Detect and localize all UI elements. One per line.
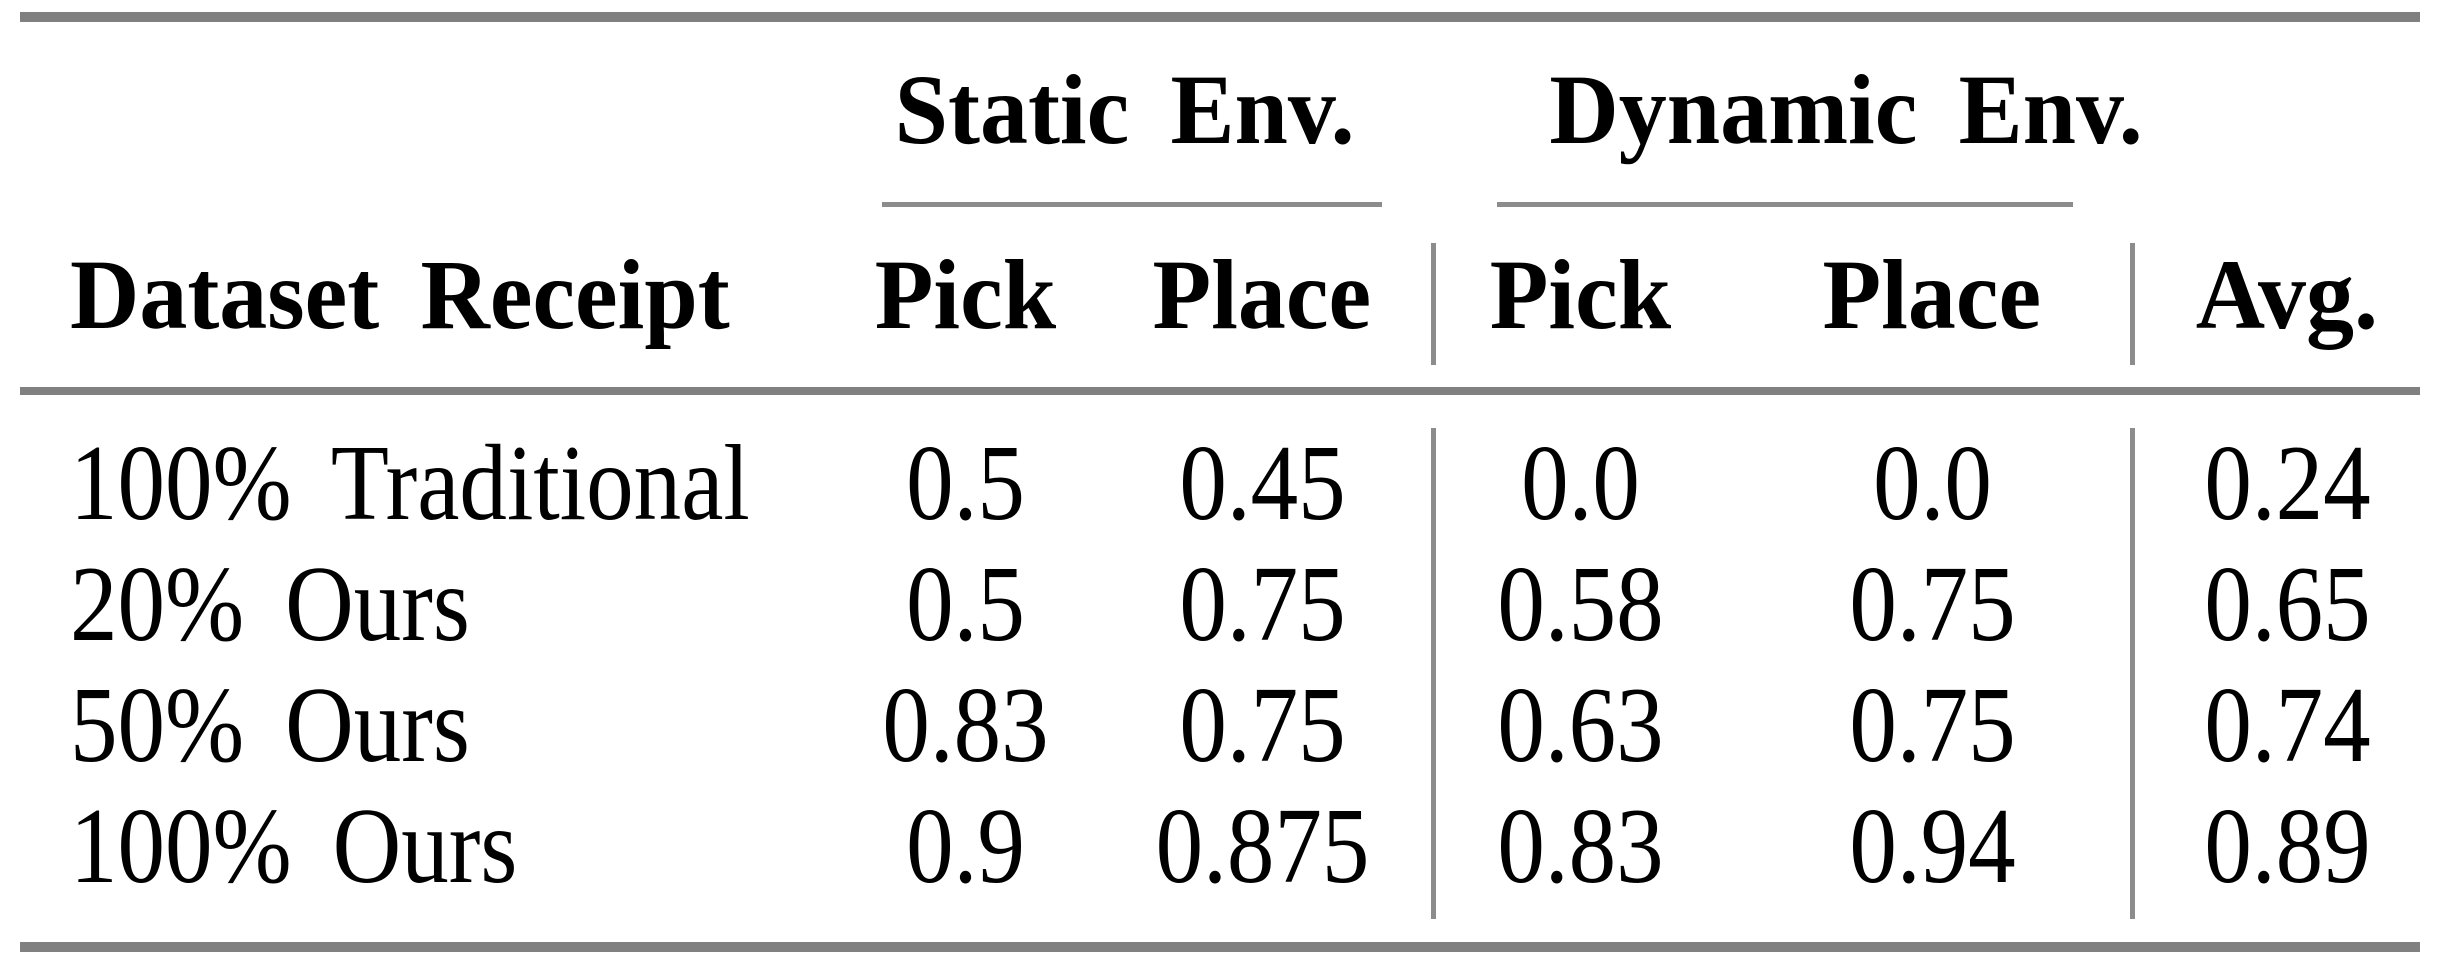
table-cell: 0.74 xyxy=(2203,666,2371,785)
table-cell: 0.83 xyxy=(1496,787,1664,906)
top-rule xyxy=(20,12,2420,22)
vertical-divider-1-header xyxy=(1431,243,1436,365)
table-cell: 0.75 xyxy=(1178,666,1346,785)
vertical-divider-1-body xyxy=(1431,428,1436,919)
table-cell: 0.5 xyxy=(905,545,1025,664)
table-cell: 0.58 xyxy=(1496,545,1664,664)
table-cell: 0.875 xyxy=(1155,787,1369,906)
table-cell: 0.75 xyxy=(1848,545,2016,664)
table-cell: 0.45 xyxy=(1178,424,1346,543)
table-cell: 0.75 xyxy=(1178,545,1346,664)
header-dataset-receipt: Dataset Receipt xyxy=(70,239,730,350)
vertical-divider-2-body xyxy=(2130,428,2135,919)
table-cell: 0.0 xyxy=(1520,424,1640,543)
table-cell: 0.89 xyxy=(2203,787,2371,906)
table-row-label: 100% Traditional xyxy=(70,424,750,543)
column-group-static-env-label: Static Env. xyxy=(894,54,1356,165)
column-group-dynamic-env: Dynamic Env. xyxy=(1537,60,2142,160)
table-cell: 0.94 xyxy=(1848,787,2016,906)
table-cell: 0.0 xyxy=(1872,424,1992,543)
dynamic-env-cmidrule xyxy=(1497,202,2073,207)
header-dynamic-pick: Pick xyxy=(1489,239,1671,350)
table-row-label: 20% Ours xyxy=(70,545,470,664)
header-static-pick: Pick xyxy=(874,239,1056,350)
table-cell: 0.65 xyxy=(2203,545,2371,664)
table-cell: 0.5 xyxy=(905,424,1025,543)
vertical-divider-2-header xyxy=(2130,243,2135,365)
column-group-dynamic-env-label: Dynamic Env. xyxy=(1549,54,2143,165)
column-group-static-env: Static Env. xyxy=(875,60,1375,160)
static-env-cmidrule xyxy=(882,202,1382,207)
table-cell: 0.75 xyxy=(1848,666,2016,785)
table-row-label: 50% Ours xyxy=(70,666,470,785)
header-dynamic-place: Place xyxy=(1822,239,2042,350)
table-cell: 0.9 xyxy=(905,787,1025,906)
table-row-label: 100% Ours xyxy=(70,787,518,906)
table-cell: 0.63 xyxy=(1496,666,1664,785)
header-separator-rule xyxy=(20,387,2420,395)
bottom-rule xyxy=(20,942,2420,952)
header-static-place: Place xyxy=(1152,239,1372,350)
header-avg: Avg. xyxy=(2195,239,2379,350)
table-cell: 0.24 xyxy=(2203,424,2371,543)
table-cell: 0.83 xyxy=(881,666,1049,785)
